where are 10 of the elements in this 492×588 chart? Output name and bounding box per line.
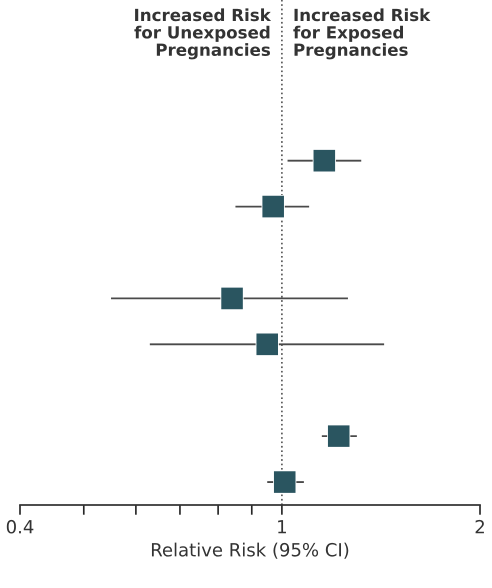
annotation: Increased Risk for Exposed Pregnancies — [293, 8, 431, 60]
x-axis-title: Relative Risk (95% CI) — [152, 542, 348, 559]
x-tick-label: 0.4 — [6, 520, 34, 534]
point — [312, 149, 336, 172]
annotation: Increased Risk for Unexposed Pregnancies — [134, 8, 272, 60]
point — [273, 470, 296, 494]
x-tick-label: 1 — [278, 520, 286, 534]
x-tick-label: 2 — [476, 520, 484, 534]
point — [262, 194, 285, 218]
point — [256, 332, 279, 356]
